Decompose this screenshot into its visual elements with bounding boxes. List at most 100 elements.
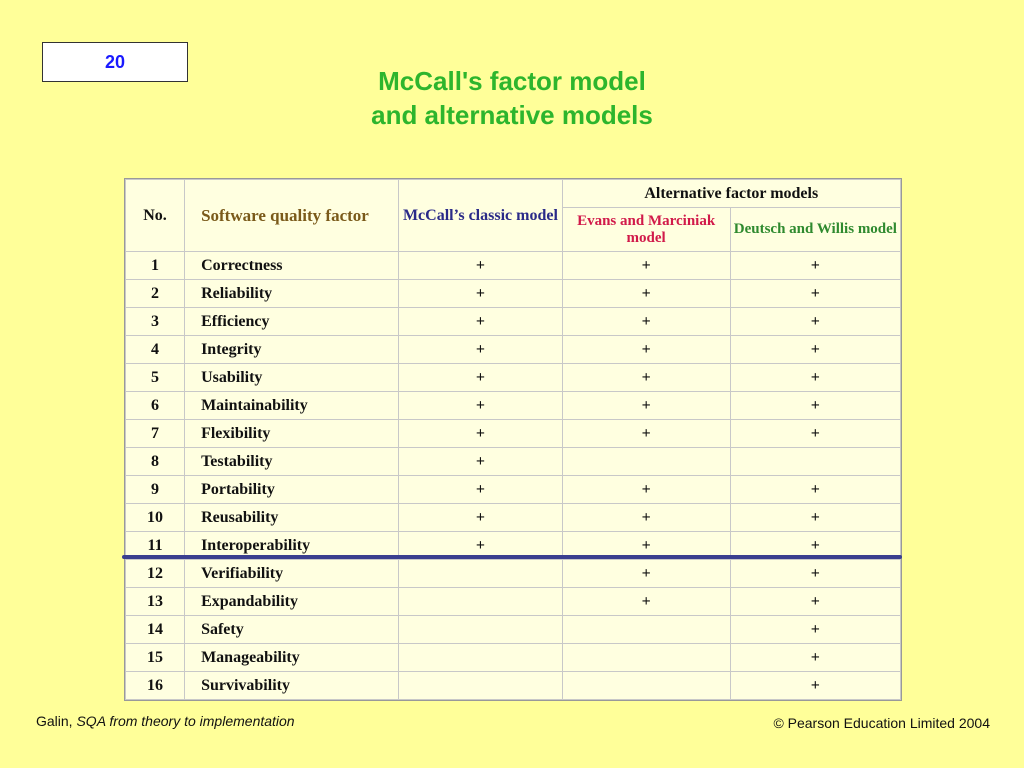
row-factor: Efficiency	[184, 307, 400, 336]
row-deutsch: +	[729, 643, 902, 672]
row-factor: Correctness	[184, 251, 400, 280]
row-evans	[561, 643, 731, 672]
table-row: 16 Survivability +	[124, 671, 902, 700]
row-number: 7	[124, 419, 186, 448]
row-mccall: +	[398, 447, 563, 476]
slide-number: 20	[104, 51, 126, 72]
row-deutsch: +	[729, 279, 902, 308]
row-mccall: +	[398, 251, 563, 280]
row-number: 8	[124, 447, 186, 476]
footer-citation: Galin, SQA from theory to implementation	[36, 713, 295, 729]
row-number: 5	[124, 363, 186, 392]
row-number: 12	[124, 559, 186, 588]
row-mccall: +	[398, 363, 563, 392]
row-factor: Reliability	[184, 279, 400, 308]
row-evans: +	[561, 475, 731, 504]
row-evans: +	[561, 335, 731, 364]
title-line-2: and alternative models	[371, 100, 653, 130]
row-number: 4	[124, 335, 186, 364]
row-number: 15	[124, 643, 186, 672]
table-row: 10 Reusability + + +	[124, 503, 902, 532]
row-deutsch: +	[729, 391, 902, 420]
row-factor: Expandability	[184, 587, 400, 616]
table-row: 8 Testability +	[124, 447, 902, 476]
row-deutsch: +	[729, 615, 902, 644]
row-mccall: +	[398, 419, 563, 448]
row-mccall	[398, 587, 563, 616]
row-evans: +	[561, 503, 731, 532]
table-row: 5 Usability + + +	[124, 363, 902, 392]
row-factor: Testability	[184, 447, 400, 476]
row-factor: Flexibility	[184, 419, 400, 448]
row-number: 2	[124, 279, 186, 308]
row-mccall	[398, 559, 563, 588]
row-number: 1	[124, 251, 186, 280]
row-factor: Survivability	[184, 671, 400, 700]
row-number: 10	[124, 503, 186, 532]
row-number: 14	[124, 615, 186, 644]
row-factor: Maintainability	[184, 391, 400, 420]
row-number: 13	[124, 587, 186, 616]
row-factor: Usability	[184, 363, 400, 392]
table-row: 14 Safety +	[124, 615, 902, 644]
row-deutsch: +	[729, 475, 902, 504]
table-row: 9 Portability + + +	[124, 475, 902, 504]
row-factor: Integrity	[184, 335, 400, 364]
row-deutsch: +	[729, 503, 902, 532]
footer-copyright: © Pearson Education Limited 2004	[773, 715, 990, 731]
row-evans: +	[561, 279, 731, 308]
footer-author: Galin,	[36, 713, 77, 729]
row-mccall: +	[398, 391, 563, 420]
table-body: 1 Correctness + + +2 Reliability + + +3 Efficienc…	[124, 251, 902, 700]
row-factor: Safety	[184, 615, 400, 644]
row-evans: +	[561, 251, 731, 280]
row-deutsch: +	[729, 587, 902, 616]
row-mccall: +	[398, 279, 563, 308]
row-mccall: +	[398, 335, 563, 364]
row-mccall	[398, 643, 563, 672]
header-evans: Evans and Marciniak model	[561, 207, 731, 252]
row-mccall: +	[398, 503, 563, 532]
row-evans	[561, 671, 731, 700]
row-factor: Reusability	[184, 503, 400, 532]
slide-number-box: 20	[42, 42, 188, 82]
table-row: 3 Efficiency + + +	[124, 307, 902, 336]
table-row: 13 Expandability + +	[124, 587, 902, 616]
divider-line	[122, 555, 902, 559]
row-evans: +	[561, 587, 731, 616]
table-row: 2 Reliability + + +	[124, 279, 902, 308]
row-deutsch: +	[729, 419, 902, 448]
row-factor: Verifiability	[184, 559, 400, 588]
row-evans	[561, 447, 731, 476]
row-deutsch: +	[729, 671, 902, 700]
row-deutsch: +	[729, 559, 902, 588]
row-deutsch: +	[729, 363, 902, 392]
row-evans: +	[561, 559, 731, 588]
header-deutsch: Deutsch and Willis model	[729, 207, 902, 252]
row-evans	[561, 615, 731, 644]
slide-title: McCall's factor model and alternative mo…	[262, 64, 762, 132]
header-mccall: McCall’s classic model	[398, 179, 563, 252]
table-row: 7 Flexibility + + +	[124, 419, 902, 448]
row-factor: Portability	[184, 475, 400, 504]
row-deutsch: +	[729, 307, 902, 336]
header-no: No.	[124, 179, 186, 252]
table-row: 12 Verifiability + +	[124, 559, 902, 588]
title-line-1: McCall's factor model	[378, 66, 646, 96]
footer-book: SQA from theory to implementation	[76, 713, 295, 729]
row-evans: +	[561, 419, 731, 448]
table-row: 6 Maintainability + + +	[124, 391, 902, 420]
row-deutsch: +	[729, 251, 902, 280]
row-evans: +	[561, 363, 731, 392]
row-number: 16	[124, 671, 186, 700]
row-deutsch	[729, 447, 902, 476]
table-row: 1 Correctness + + +	[124, 251, 902, 280]
row-mccall: +	[398, 475, 563, 504]
row-number: 9	[124, 475, 186, 504]
quality-factor-table: No. Software quality factor McCall’s cla…	[124, 178, 902, 701]
header-factor: Software quality factor	[184, 179, 400, 252]
row-mccall: +	[398, 307, 563, 336]
table-row: 4 Integrity + + +	[124, 335, 902, 364]
header-alternative: Alternative factor models	[561, 179, 902, 208]
row-mccall	[398, 671, 563, 700]
